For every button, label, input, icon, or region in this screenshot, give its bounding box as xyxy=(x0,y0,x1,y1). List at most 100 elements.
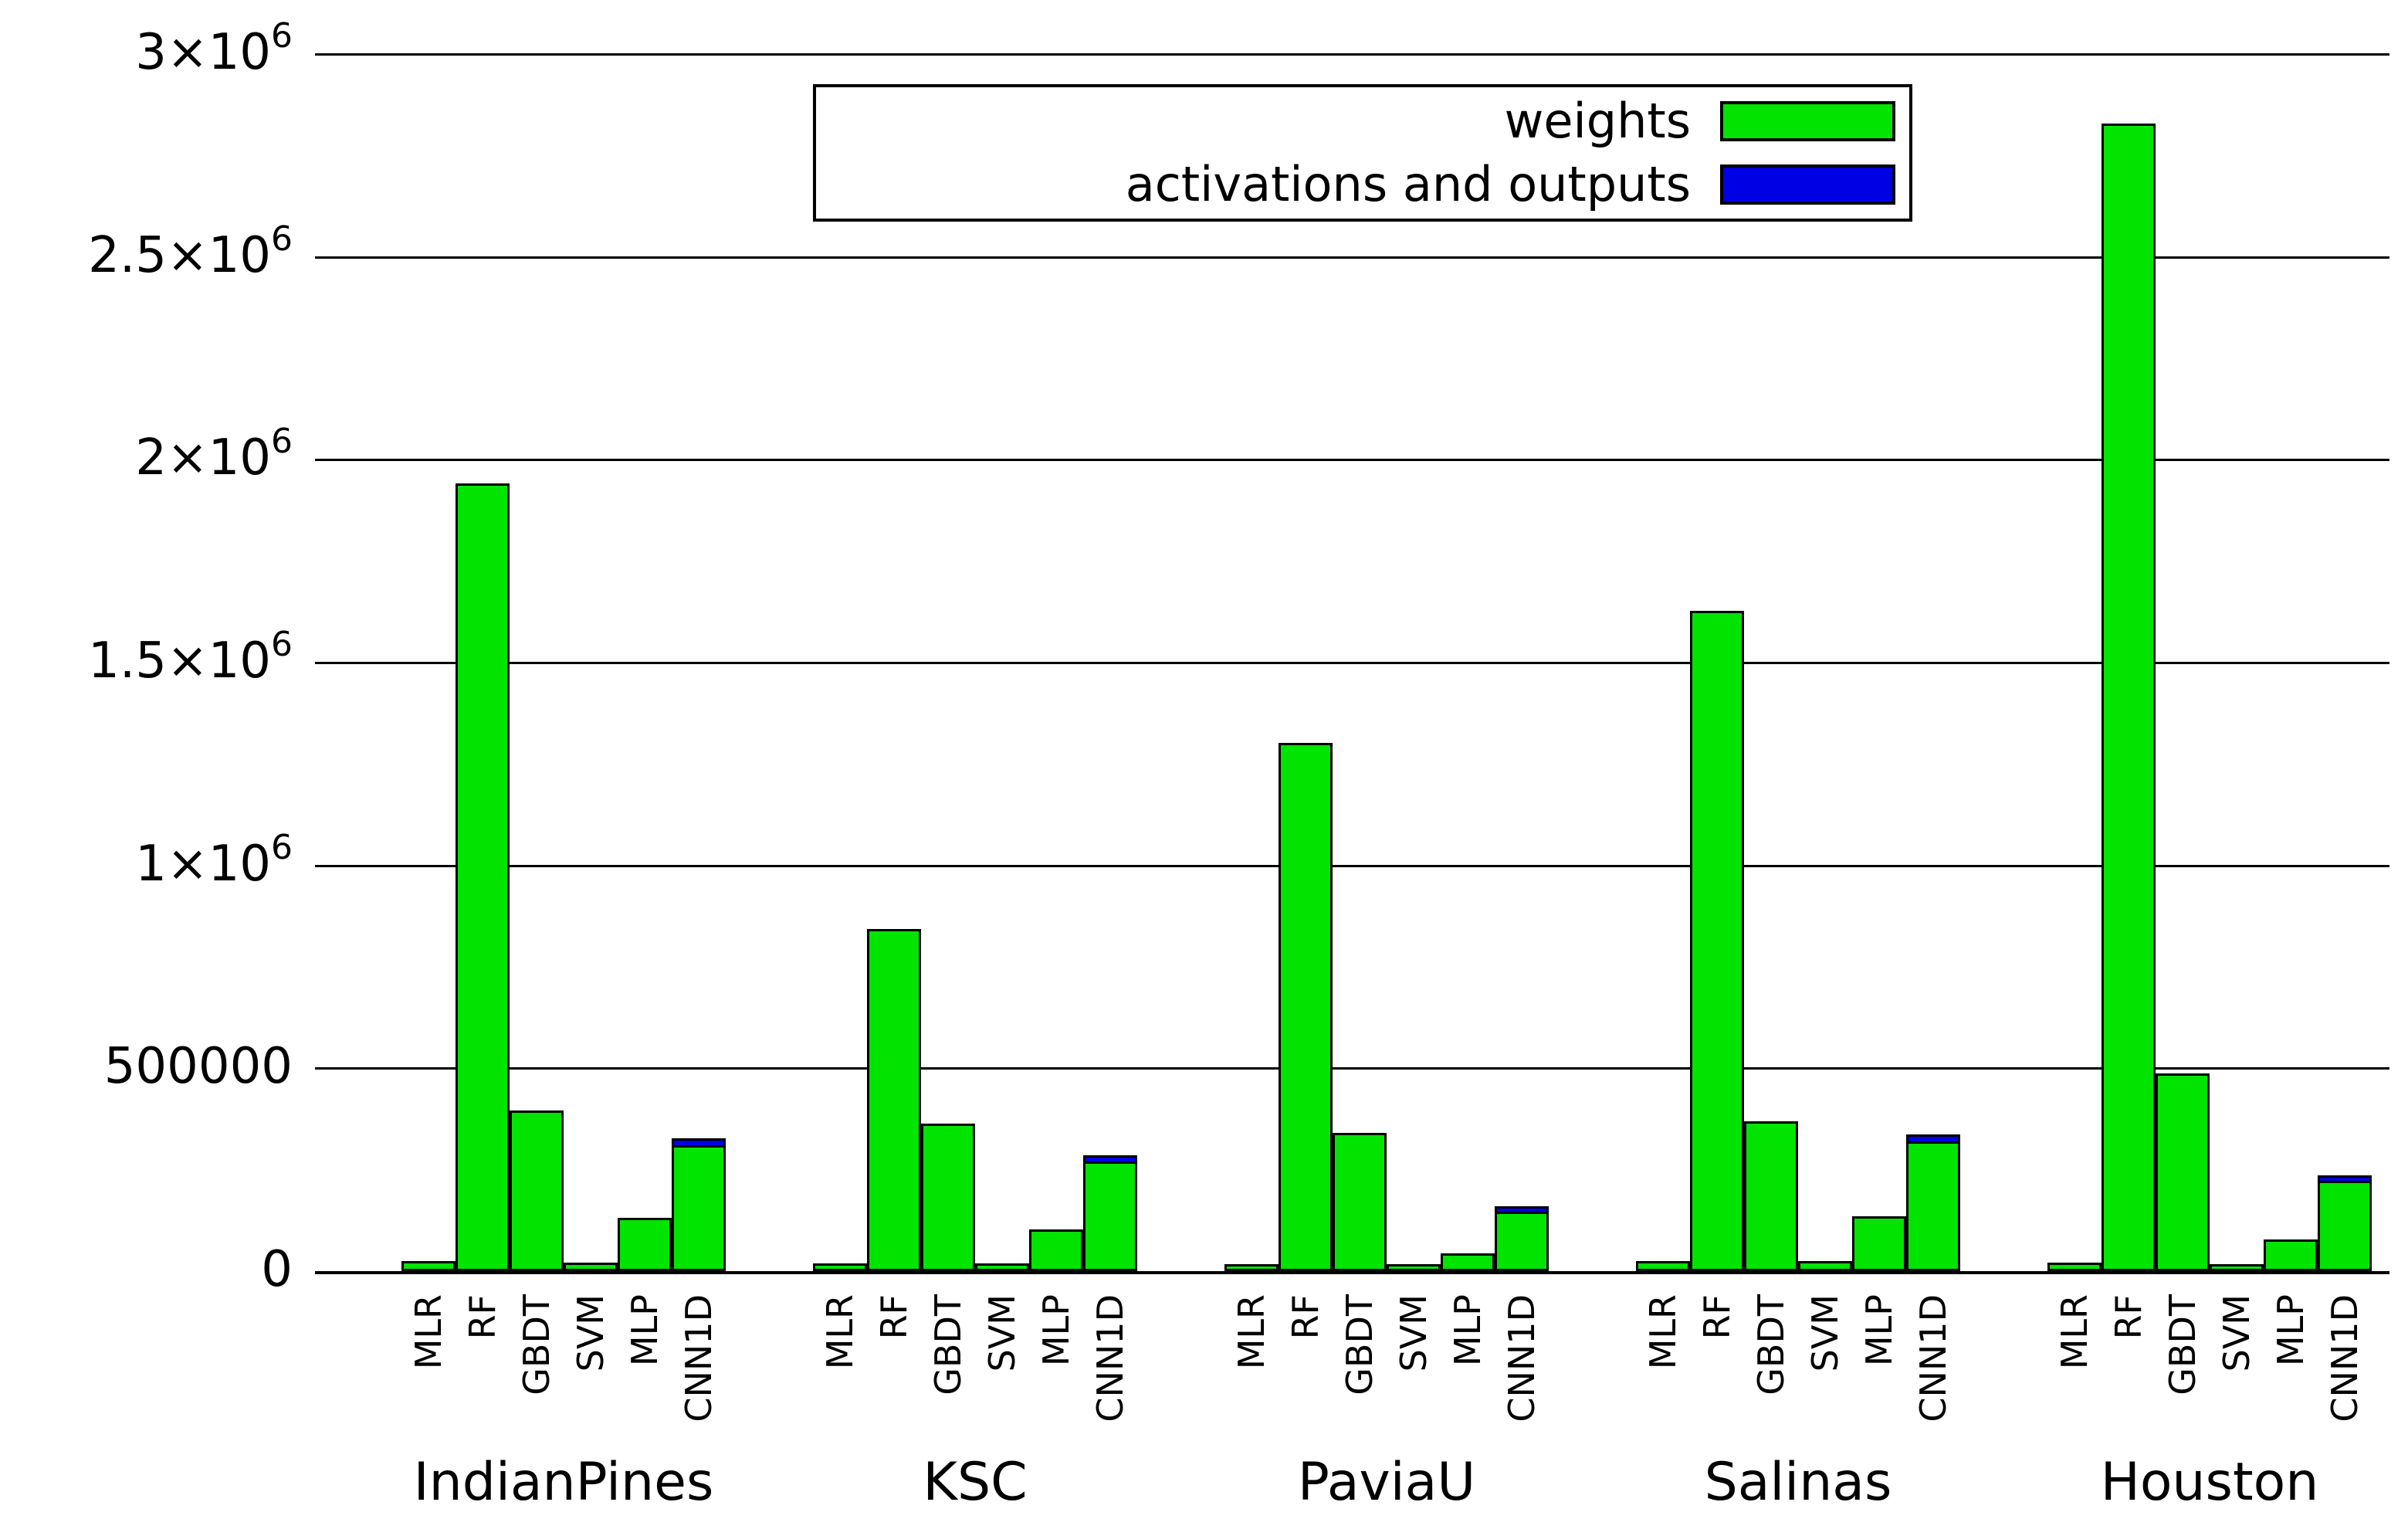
x-tick-label-MLR: MLR xyxy=(819,1294,861,1370)
bar-KSC-RF xyxy=(867,929,921,1271)
bar-segment-weights xyxy=(2047,1263,2101,1271)
bar-KSC-CNN1D xyxy=(1083,1155,1137,1271)
x-tick-label-MLP: MLP xyxy=(624,1294,666,1367)
bar-IndianPines-MLR xyxy=(401,1261,456,1271)
bar-segment-weights xyxy=(564,1263,618,1271)
bar-segment-weights xyxy=(1083,1161,1137,1271)
bar-PaviaU-CNN1D xyxy=(1495,1206,1549,1271)
y-tick-label: 500000 xyxy=(103,1038,293,1096)
bar-segment-weights xyxy=(1279,743,1333,1271)
bar-segment-weights xyxy=(618,1218,672,1271)
group-label-Houston: Houston xyxy=(2100,1452,2319,1513)
bar-Houston-MLR xyxy=(2047,1263,2101,1271)
x-tick-label-SVM: SVM xyxy=(1804,1294,1846,1372)
bar-segment-weights xyxy=(867,929,921,1271)
legend-box: weights activations and outputs xyxy=(813,84,1912,222)
legend-label-activations: activations and outputs xyxy=(1125,155,1691,212)
x-tick-label-MLP: MLP xyxy=(1858,1294,1900,1367)
bar-Salinas-MLP xyxy=(1852,1216,1906,1271)
x-tick-label-SVM: SVM xyxy=(981,1294,1023,1372)
bar-KSC-MLP xyxy=(1029,1229,1083,1271)
bar-segment-weights xyxy=(975,1263,1029,1271)
x-tick-label-GBDT: GBDT xyxy=(927,1294,969,1395)
x-tick-label-CNN1D: CNN1D xyxy=(1501,1294,1543,1422)
x-tick-label-MLP: MLP xyxy=(1035,1294,1077,1367)
x-tick-label-MLP: MLP xyxy=(1447,1294,1488,1367)
bar-segment-weights xyxy=(2210,1264,2264,1271)
x-tick-label-CNN1D: CNN1D xyxy=(678,1294,720,1422)
x-tick-label-MLR: MLR xyxy=(1231,1294,1272,1370)
bar-segment-weights xyxy=(1636,1261,1690,1271)
bar-PaviaU-MLP xyxy=(1441,1253,1495,1271)
x-tick-label-GBDT: GBDT xyxy=(1750,1294,1792,1395)
bar-Houston-SVM xyxy=(2210,1264,2264,1271)
x-tick-label-RF: RF xyxy=(873,1294,915,1340)
y-tick-label: 1×106 xyxy=(135,827,293,893)
group-label-Salinas: Salinas xyxy=(1704,1452,1892,1513)
x-tick-label-SVM: SVM xyxy=(570,1294,611,1372)
bar-IndianPines-SVM xyxy=(564,1263,618,1271)
bar-segment-weights xyxy=(1690,611,1744,1271)
x-tick-label-CNN1D: CNN1D xyxy=(1089,1294,1131,1422)
bar-Salinas-RF xyxy=(1690,611,1744,1271)
bar-PaviaU-MLR xyxy=(1224,1264,1279,1271)
bar-KSC-GBDT xyxy=(921,1124,975,1271)
bar-IndianPines-GBDT xyxy=(510,1110,564,1271)
bar-IndianPines-MLP xyxy=(618,1218,672,1271)
y-tick-label: 1.5×106 xyxy=(88,625,293,690)
legend-swatch-activations xyxy=(1720,164,1895,205)
bar-Houston-GBDT xyxy=(2156,1073,2210,1271)
bar-segment-weights xyxy=(510,1110,564,1271)
plot-area xyxy=(315,53,2389,1274)
bar-segment-weights xyxy=(1798,1261,1852,1271)
bar-Salinas-MLR xyxy=(1636,1261,1690,1271)
x-tick-label-MLR: MLR xyxy=(408,1294,449,1370)
bar-Salinas-SVM xyxy=(1798,1261,1852,1271)
y-axis-tick-labels: 0 500000 1×106 1.5×106 2×106 2.5×106 3×106 xyxy=(0,0,297,1536)
legend-swatch-weights xyxy=(1720,101,1895,142)
bar-Salinas-GBDT xyxy=(1744,1121,1798,1271)
bar-segment-weights xyxy=(1441,1253,1495,1271)
bar-segment-weights xyxy=(1333,1133,1387,1271)
bar-segment-weights xyxy=(672,1145,726,1271)
y-tick-label: 2.5×106 xyxy=(88,219,293,284)
gridline-2.5106 xyxy=(315,256,2389,259)
bar-segment-weights xyxy=(401,1261,456,1271)
bar-segment-weights xyxy=(1744,1121,1798,1271)
bar-KSC-MLR xyxy=(813,1263,867,1271)
bar-PaviaU-SVM xyxy=(1387,1264,1441,1271)
bar-Houston-RF xyxy=(2101,124,2156,1271)
bar-IndianPines-CNN1D xyxy=(672,1138,726,1271)
legend-row-weights: weights xyxy=(816,93,1909,150)
bar-segment-weights xyxy=(1224,1264,1279,1271)
x-tick-label-RF: RF xyxy=(1696,1294,1738,1340)
bar-segment-weights xyxy=(1495,1212,1549,1271)
x-tick-label-MLR: MLR xyxy=(1642,1294,1684,1370)
bar-segment-weights xyxy=(2101,124,2156,1271)
bar-segment-weights xyxy=(1906,1141,1960,1271)
legend-row-activations: activations and outputs xyxy=(816,156,1909,213)
x-tick-label-GBDT: GBDT xyxy=(1339,1294,1380,1395)
group-label-PaviaU: PaviaU xyxy=(1297,1452,1476,1513)
bar-Houston-CNN1D xyxy=(2318,1175,2372,1271)
x-tick-label-MLR: MLR xyxy=(2054,1294,2095,1370)
bar-segment-weights xyxy=(1029,1229,1083,1271)
bar-segment-weights xyxy=(2156,1073,2210,1271)
x-tick-label-MLP: MLP xyxy=(2270,1294,2311,1367)
group-label-KSC: KSC xyxy=(923,1452,1028,1513)
x-tick-label-GBDT: GBDT xyxy=(516,1294,557,1395)
gridline-500000 xyxy=(315,1067,2389,1070)
y-tick-label: 3×106 xyxy=(135,16,293,81)
gridline-1.5106 xyxy=(315,662,2389,664)
bar-segment-weights xyxy=(1387,1264,1441,1271)
bar-PaviaU-RF xyxy=(1279,743,1333,1271)
x-tick-label-CNN1D: CNN1D xyxy=(2324,1294,2366,1422)
x-tick-label-RF: RF xyxy=(462,1294,503,1340)
x-tick-label-GBDT: GBDT xyxy=(2162,1294,2203,1395)
x-tick-label-CNN1D: CNN1D xyxy=(1912,1294,1954,1422)
gridline-2106 xyxy=(315,459,2389,462)
bar-segment-weights xyxy=(2264,1239,2318,1271)
gridline-3106 xyxy=(315,53,2389,56)
gridline-1106 xyxy=(315,864,2389,867)
